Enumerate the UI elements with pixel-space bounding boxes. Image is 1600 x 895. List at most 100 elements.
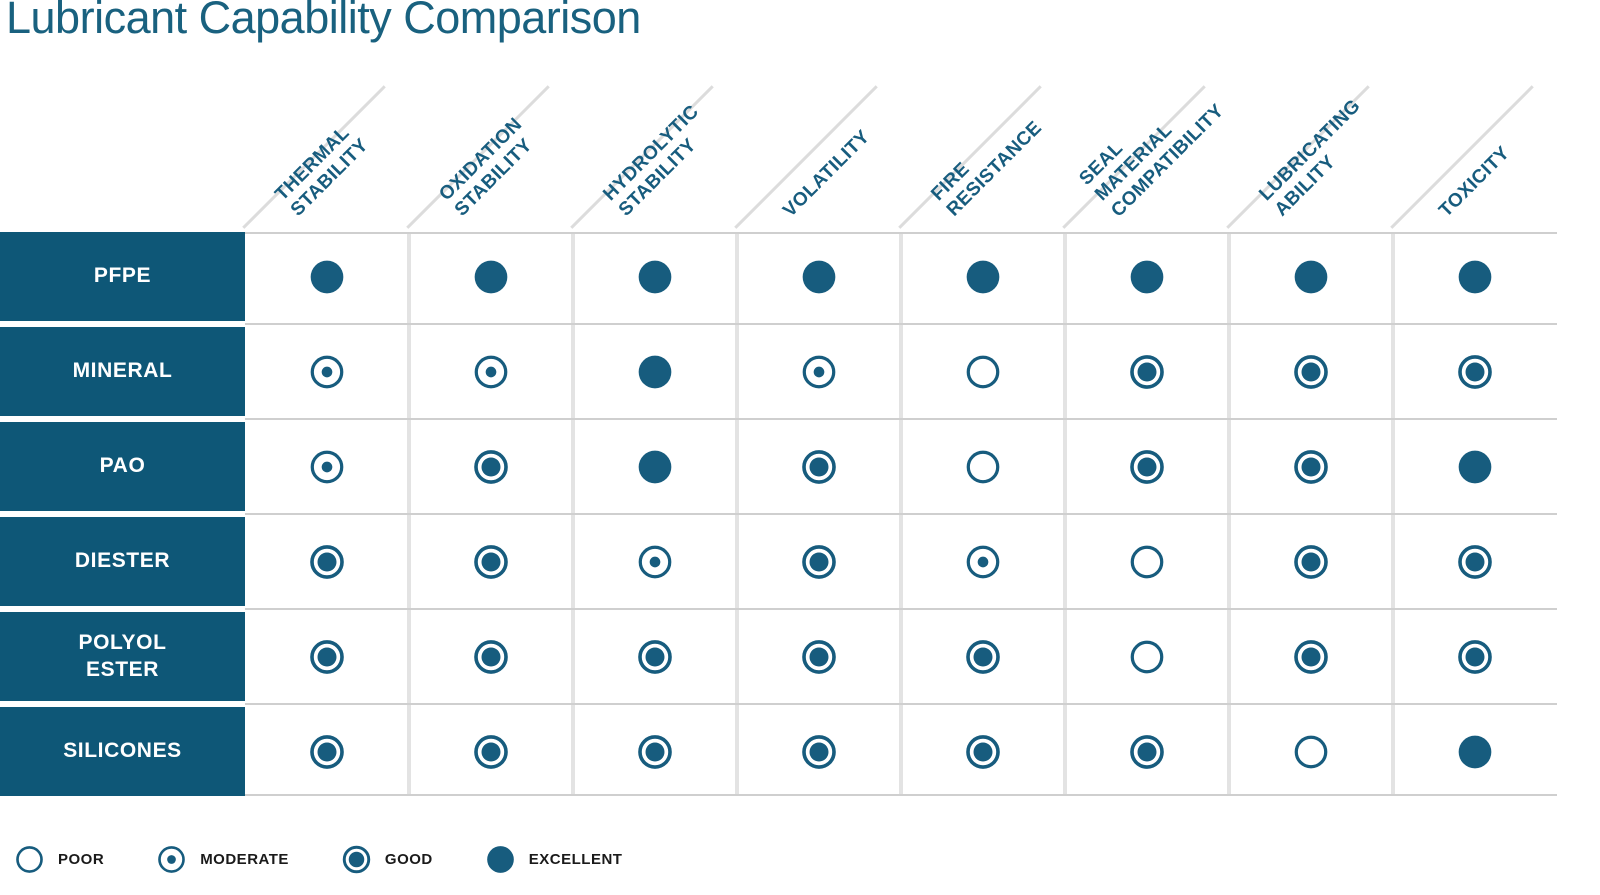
rating-excellent-icon <box>310 260 344 293</box>
rating-cell-5-3 <box>737 707 901 796</box>
column-header-5: SEAL MATERIAL COMPATIBILITY <box>1062 0 1229 232</box>
rating-good-icon <box>966 734 1000 769</box>
rating-good-icon <box>474 639 508 674</box>
rating-cell-5-7 <box>1393 707 1557 796</box>
rating-cell-2-1 <box>409 422 573 511</box>
rating-excellent-icon <box>1458 735 1492 768</box>
rating-good-icon <box>1294 449 1328 484</box>
rating-excellent-icon <box>474 260 508 293</box>
row-label-1: MINERAL <box>0 327 245 416</box>
rating-cell-2-0 <box>245 422 409 511</box>
rating-good-icon <box>802 449 836 484</box>
legend-label: MODERATE <box>200 850 289 868</box>
rating-legend: POOR MODERATE GOOD EXCELLENT <box>14 840 622 878</box>
rating-good-icon <box>474 449 508 484</box>
rating-cell-0-6 <box>1229 232 1393 321</box>
rating-excellent-icon <box>1458 260 1492 293</box>
rating-cell-5-0 <box>245 707 409 796</box>
rating-excellent-icon <box>802 260 836 293</box>
rating-poor-icon <box>1294 735 1328 768</box>
rating-cell-2-7 <box>1393 422 1557 511</box>
rating-cell-3-0 <box>245 517 409 606</box>
rating-cell-2-5 <box>1065 422 1229 511</box>
rating-cell-4-2 <box>573 612 737 701</box>
rating-cell-3-1 <box>409 517 573 606</box>
rating-excellent-icon <box>1294 260 1328 293</box>
rating-moderate-icon <box>802 355 836 388</box>
column-header-4: FIRE RESISTANCE <box>898 0 1065 232</box>
row-label-4: POLYOL ESTER <box>0 612 245 701</box>
column-header-1: OXIDATION STABILITY <box>406 0 573 232</box>
rating-good-icon <box>1294 354 1328 389</box>
rating-poor-icon <box>966 450 1000 483</box>
column-header-label: FIRE RESISTANCE <box>927 117 1047 222</box>
rating-cell-1-5 <box>1065 327 1229 416</box>
rating-cell-1-6 <box>1229 327 1393 416</box>
row-label-0: PFPE <box>0 232 245 321</box>
legend-item-moderate: MODERATE <box>156 844 289 875</box>
rating-cell-4-1 <box>409 612 573 701</box>
rating-cell-1-0 <box>245 327 409 416</box>
rating-cell-1-1 <box>409 327 573 416</box>
row-label-text: DIESTER <box>74 549 171 573</box>
rating-excellent-icon <box>638 355 672 388</box>
column-header-label: SEAL MATERIAL COMPATIBILITY <box>1075 99 1229 222</box>
column-header-7: TOXICITY <box>1390 0 1557 232</box>
rating-good-icon <box>802 734 836 769</box>
row-grid-line <box>245 513 1557 515</box>
row-grid-line <box>245 794 1557 796</box>
rating-good-icon <box>474 734 508 769</box>
rating-cell-0-7 <box>1393 232 1557 321</box>
rating-poor-icon <box>1130 640 1164 673</box>
rating-cell-2-6 <box>1229 422 1393 511</box>
rating-poor-icon <box>16 845 43 873</box>
rating-moderate-icon <box>966 545 1000 578</box>
rating-cell-5-5 <box>1065 707 1229 796</box>
rating-good-icon <box>1294 639 1328 674</box>
rating-good-icon <box>1458 639 1492 674</box>
row-grid-line <box>245 323 1557 325</box>
column-header-label: LUBRICATING ABILITY <box>1255 95 1365 222</box>
rating-cell-2-4 <box>901 422 1065 511</box>
rating-cell-0-2 <box>573 232 737 321</box>
rating-good-icon <box>342 845 371 873</box>
rating-good-icon <box>1130 449 1164 484</box>
comparison-matrix: PFPE MINERAL PAO DIESTER POLYOL ESTER SILICON… <box>0 232 1557 796</box>
rating-cell-0-3 <box>737 232 901 321</box>
rating-cell-3-4 <box>901 517 1065 606</box>
rating-cell-3-5 <box>1065 517 1229 606</box>
rating-good-icon <box>310 544 344 579</box>
row-grid-line <box>245 232 1557 234</box>
rating-moderate-icon <box>310 355 344 388</box>
column-header-label: TOXICITY <box>1435 142 1514 222</box>
rating-cell-0-4 <box>901 232 1065 321</box>
row-label-5: SILICONES <box>0 707 245 796</box>
rating-good-icon <box>1458 354 1492 389</box>
column-header-label: THERMAL STABILITY <box>271 122 373 222</box>
rating-excellent-icon <box>1458 450 1492 483</box>
rating-cell-5-2 <box>573 707 737 796</box>
column-header-label: OXIDATION STABILITY <box>435 114 537 222</box>
rating-cell-2-2 <box>573 422 737 511</box>
rating-cell-4-6 <box>1229 612 1393 701</box>
rating-cell-4-7 <box>1393 612 1557 701</box>
row-label-text: POLYOL ESTER <box>78 631 167 681</box>
rating-good-icon <box>310 734 344 769</box>
rating-cell-0-5 <box>1065 232 1229 321</box>
rating-good-icon <box>1458 544 1492 579</box>
row-label-text: MINERAL <box>72 359 173 383</box>
column-header-3: VOLATILITY <box>734 0 901 232</box>
page-title: Lubricant Capability Comparison <box>6 0 641 43</box>
rating-cell-4-5 <box>1065 612 1229 701</box>
rating-good-icon <box>474 544 508 579</box>
rating-excellent-icon <box>638 260 672 293</box>
rating-excellent-icon <box>966 260 1000 293</box>
column-header-label: HYDROLYTIC STABILITY <box>599 101 704 222</box>
rating-cell-1-2 <box>573 327 737 416</box>
rating-good-icon <box>966 639 1000 674</box>
rating-cell-5-4 <box>901 707 1065 796</box>
column-header-0: THERMAL STABILITY <box>242 0 409 232</box>
rating-good-icon <box>638 734 672 769</box>
row-label-text: PFPE <box>93 264 152 288</box>
